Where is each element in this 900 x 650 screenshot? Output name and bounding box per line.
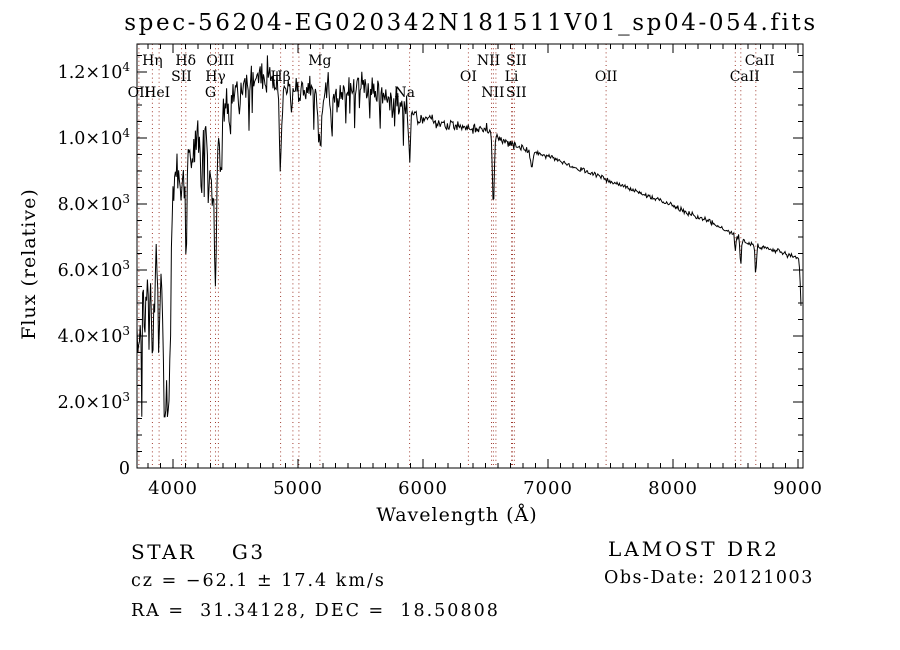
line-marker-label: OII [127,85,151,101]
line-marker-label: OIII [206,53,235,69]
y-axis-title: Flux (relative) [18,188,40,340]
line-marker-label: Hβ [270,69,291,85]
line-marker-label: CaII [744,53,775,69]
y-tick-label: 4.0×103 [58,324,130,347]
y-tick-label: 0 [119,459,130,479]
y-tick-label: 8.0×103 [58,192,130,215]
x-tick-label: 4000 [148,478,198,499]
x-axis-title: Wavelength (Å) [376,504,538,526]
line-marker-label: HeI [144,85,171,101]
x-tick-label: 8000 [648,478,698,499]
line-marker-label: Hδ [175,53,197,69]
line-marker-label: Hη [142,53,163,69]
y-tick-label: 2.0×103 [58,390,130,413]
line-marker-label: Hγ [205,69,226,85]
radial-velocity-label: cz = −62.1 ± 17.4 km/s [131,571,386,591]
ra-dec-label: RA = 31.34128, DEC = 18.50808 [131,601,500,621]
obs-date-label: Obs-Date: 20121003 [604,568,814,588]
line-marker-label: SII [506,53,527,69]
line-marker-label: Mg [308,53,332,69]
x-tick-label: 5000 [273,478,323,499]
object-class-label: STAR G3 [131,540,266,564]
y-tick-label: 6.0×103 [58,258,130,281]
line-marker-label: CaII [729,69,760,85]
y-tick-label: 1.2×104 [58,60,131,83]
plot-title: spec-56204-EG020342N181511V01_sp04-054.f… [124,10,818,36]
line-marker-label: Na [394,85,415,101]
line-marker-label: NII [476,53,501,69]
plot-border [136,43,804,469]
survey-label: LAMOST DR2 [608,537,780,561]
line-marker-label: SII [506,85,527,101]
line-marker-label: OII [594,69,618,85]
x-tick-label: 6000 [398,478,448,499]
x-tick-label: 7000 [523,478,573,499]
line-marker-label: Li [504,69,519,85]
line-marker-label: OI [459,69,477,85]
y-tick-label: 1.0×104 [58,126,131,149]
spectrum-line [136,55,802,418]
line-marker-label: NII [481,85,505,101]
line-marker-label: G [204,85,217,101]
x-tick-label: 9000 [773,478,823,499]
line-marker-label: SII [171,69,192,85]
